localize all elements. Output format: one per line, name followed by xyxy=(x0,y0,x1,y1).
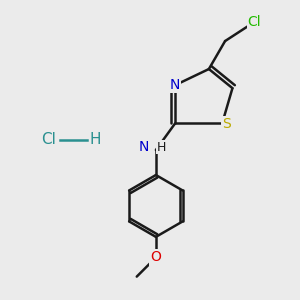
Text: S: S xyxy=(222,117,231,131)
Text: O: O xyxy=(151,250,161,265)
Text: H: H xyxy=(90,132,101,147)
Text: Cl: Cl xyxy=(248,15,261,29)
Text: Cl: Cl xyxy=(41,132,56,147)
Text: N: N xyxy=(170,78,180,92)
Text: N: N xyxy=(138,140,149,154)
Text: H: H xyxy=(157,141,167,154)
